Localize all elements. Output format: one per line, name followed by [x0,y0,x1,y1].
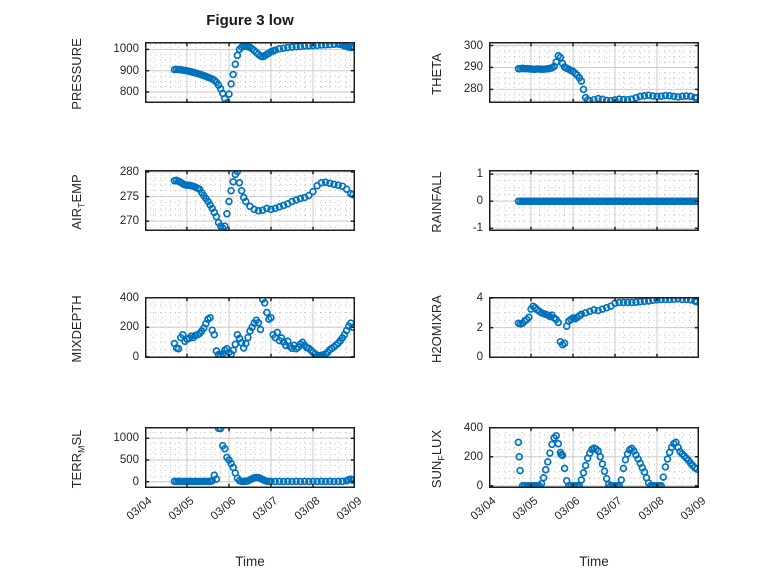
scatter-series-rainfall [514,197,699,205]
y-tick-label: 200 [463,450,483,463]
y-axis-label-subscript: F [436,454,447,461]
y-tick-label: 900 [119,64,139,77]
y-tick-label: 400 [463,421,483,434]
x-tick-label: 03/05 [166,495,197,523]
plot-area-h2omixra [489,297,699,358]
y-tick-label: 1000 [113,432,139,445]
x-tick-label: 03/09 [334,495,365,523]
scatter-series-theta [514,52,699,103]
x-tick-label: 03/08 [292,495,323,523]
x-tick-label: 03/08 [636,495,667,523]
y-tick-label: 2 [476,321,483,334]
plot-area-pressure [145,42,355,103]
y-tick-label: 4 [476,292,483,305]
y-axis-label-mixdepth: MIXDEPTH [69,295,84,362]
y-tick-label: 280 [119,165,139,178]
scatter-series-pressure [170,42,355,103]
y-axis-label-text: LUX [429,429,444,455]
y-tick-label: 1000 [113,43,139,56]
subplot-rainfall: -1 0 1 RAINFALL [429,168,699,234]
x-tick-label: 03/09 [678,495,709,523]
subplot-mixdepth: 0 200 400 MIXDEPTH [69,292,355,363]
plot-area-sun_flux [489,427,699,488]
y-axis-label-air_temp: AIRTEMP [69,174,87,229]
y-axis-label-text: SL [69,429,84,446]
y-tick-label: 0 [476,479,483,492]
y-axis-label-h2omixra: H2OMIXRA [429,295,444,363]
y-axis-label-text: TERR [69,452,84,488]
x-tick-label: 03/06 [208,495,239,523]
y-axis-label-text: RAINFALL [429,170,444,233]
scatter-series-terr_msl [170,427,355,486]
y-tick-label: 270 [119,215,139,228]
y-tick-label: 500 [119,453,139,466]
plot-area-mixdepth [145,297,355,358]
y-tick-label: 200 [119,321,139,334]
scatter-series-h2omixra [514,297,699,349]
y-axis-label-pressure: PRESSURE [69,38,84,110]
x-tick-label: 03/04 [468,495,499,523]
figure-title: Figure 3 low [206,12,294,29]
plot-area-theta [489,42,699,103]
y-axis-label-text: MIXDEPTH [69,294,84,363]
y-tick-label: 0 [132,350,139,363]
scatter-series-air_temp [170,170,355,231]
y-axis-label-text: EMP [69,173,84,202]
x-tick-label: 03/04 [124,495,155,523]
y-tick-label: 0 [476,195,483,208]
y-tick-label: 0 [476,351,483,364]
y-axis-label-terr_msl: TERRMSL [69,429,87,488]
y-tick-label: 800 [119,85,139,98]
subplot-sun_flux: 0 200 400 SUNFLUX 03/04 03/05 03/06 03/07 03/08 0… [429,422,709,569]
y-axis-label-text: THETA [429,52,444,95]
subplot-terr_msl: 0 500 1000 TERRMSL 03/04 03/05 03/06 03/07 03/08… [69,427,365,569]
x-tick-label: 03/06 [552,495,583,523]
subplot-pressure: 800 900 1000 PRESSURE [69,38,355,109]
y-axis-label-subscript: M [76,445,87,453]
y-tick-label: 1 [476,168,483,181]
plot-area-terr_msl [145,427,355,488]
y-tick-label: 290 [463,61,483,74]
y-tick-label: 0 [132,475,139,488]
scatter-series-mixdepth [170,297,355,358]
y-tick-label: -1 [472,222,483,235]
subplot-air_temp: 270 275 280 AIRTEMP [69,166,355,231]
y-tick-label: 300 [463,39,483,52]
subplot-h2omixra: 0 2 4 H2OMIXRA [429,292,699,363]
x-tick-label: 03/05 [510,495,541,523]
x-tick-label: 03/07 [594,495,625,523]
y-tick-label: 400 [119,291,139,304]
y-axis-label-text: AIR [69,207,84,230]
plot-area-rainfall [489,170,699,231]
y-axis-label-text: H2OMIXRA [429,294,444,363]
y-tick-label: 275 [119,190,139,203]
y-axis-label-text: PRESSURE [69,37,84,110]
scatter-series-sun_flux [514,431,699,488]
y-axis-label-subscript: T [76,202,87,208]
subplot-theta: 280 290 300 THETA [429,40,699,103]
y-tick-label: 280 [463,83,483,96]
x-axis-title: Time [579,554,609,569]
y-axis-label-text: SUN [429,460,444,488]
y-axis-label-sun_flux: SUNFLUX [429,429,447,487]
y-axis-label-rainfall: RAINFALL [429,171,444,232]
x-axis-title: Time [235,554,265,569]
plot-area-air_temp [145,170,355,231]
x-tick-label: 03/07 [250,495,281,523]
y-axis-label-theta: THETA [429,53,444,95]
